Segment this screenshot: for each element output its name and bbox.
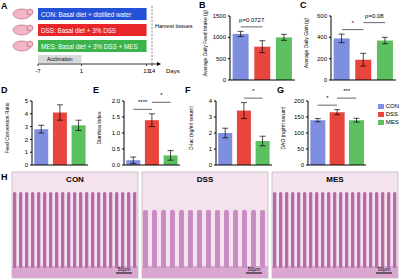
svg-text:CON: CON (66, 175, 84, 184)
html-text:DAO (ng/ml serum): DAO (ng/ml serum) (280, 106, 286, 149)
svg-text:MES: MES (326, 175, 344, 184)
svg-text:*: * (252, 88, 255, 94)
svg-text:600: 600 (317, 13, 328, 19)
svg-text:1500: 1500 (213, 13, 227, 19)
svg-text:2.0: 2.0 (112, 98, 121, 104)
svg-text:0: 0 (223, 77, 227, 83)
html-text:Average Daily Gain (g): Average Daily Gain (g) (303, 17, 309, 68)
html-text:B: B (199, 0, 206, 10)
svg-text:*: * (326, 95, 329, 101)
svg-text:****: **** (138, 99, 148, 105)
svg-text:4: 4 (209, 98, 213, 104)
svg-text:CON: Basal diet + distilled wa: CON: Basal diet + distilled water (41, 11, 131, 18)
svg-text:50μm: 50μm (378, 266, 391, 272)
html-text:D-lac (ng/ml serum): D-lac (ng/ml serum) (188, 105, 194, 150)
svg-text:p=0.08: p=0.08 (365, 13, 384, 19)
svg-text:0: 0 (209, 162, 213, 168)
html-text:F: F (185, 85, 191, 95)
svg-text:400: 400 (317, 34, 328, 40)
html-text:C: C (300, 0, 307, 10)
svg-text:4: 4 (25, 111, 29, 117)
svg-text:200: 200 (294, 98, 305, 104)
svg-text:100: 100 (294, 130, 305, 136)
svg-text:1000: 1000 (213, 34, 227, 40)
svg-text:DSS: Basal diet + 3% DSS: DSS: Basal diet + 3% DSS (41, 27, 116, 34)
html-text:Feed Conversion Ratio: Feed Conversion Ratio (4, 101, 10, 154)
html-text:G: G (277, 85, 284, 95)
svg-text:*: * (160, 92, 163, 98)
html-text:CON: CON (385, 103, 399, 109)
svg-text:2: 2 (25, 137, 29, 143)
svg-text:3: 3 (25, 124, 29, 130)
svg-text:1.0: 1.0 (112, 130, 121, 136)
svg-text:50μm: 50μm (248, 266, 261, 272)
html-text:D: D (1, 85, 8, 95)
html-text:MES: MES (385, 119, 399, 125)
html-text:Average Daily Feed Intake (g): Average Daily Feed Intake (g) (202, 9, 208, 76)
svg-text:0: 0 (324, 77, 328, 83)
svg-text:0.5: 0.5 (112, 146, 121, 152)
svg-text:200: 200 (317, 56, 328, 62)
svg-text:Days: Days (166, 68, 180, 74)
svg-text:1: 1 (209, 146, 213, 152)
svg-text:14: 14 (149, 68, 156, 74)
svg-text:-7: -7 (35, 68, 41, 74)
svg-text:Harvest tissues: Harvest tissues (155, 23, 193, 29)
svg-text:5: 5 (25, 98, 29, 104)
svg-text:1: 1 (80, 68, 84, 74)
svg-text:3: 3 (209, 114, 213, 120)
html-text:Diarrhea Index: Diarrhea Index (96, 111, 102, 144)
svg-text:150: 150 (294, 114, 305, 120)
html-text:DSS: DSS (385, 111, 398, 117)
html-text:E: E (93, 85, 99, 95)
svg-text:*: * (351, 20, 354, 26)
svg-text:1.5: 1.5 (112, 114, 121, 120)
svg-text:500: 500 (216, 56, 227, 62)
svg-text:1: 1 (25, 149, 29, 155)
svg-text:Acclimation: Acclimation (47, 56, 73, 62)
svg-text:50: 50 (297, 146, 304, 152)
svg-text:p=0.0727: p=0.0727 (239, 17, 265, 23)
svg-text:50μm: 50μm (118, 266, 131, 272)
svg-text:0.0: 0.0 (112, 162, 121, 168)
svg-text:MES: Basal diet + 3% DSS + MES: MES: Basal diet + 3% DSS + MES (41, 43, 138, 50)
svg-text:13: 13 (143, 68, 150, 74)
svg-text:DSS: DSS (197, 175, 214, 184)
svg-text:0: 0 (301, 162, 305, 168)
svg-text:2: 2 (209, 130, 213, 136)
svg-text:***: *** (343, 88, 351, 94)
svg-text:0: 0 (25, 162, 29, 168)
